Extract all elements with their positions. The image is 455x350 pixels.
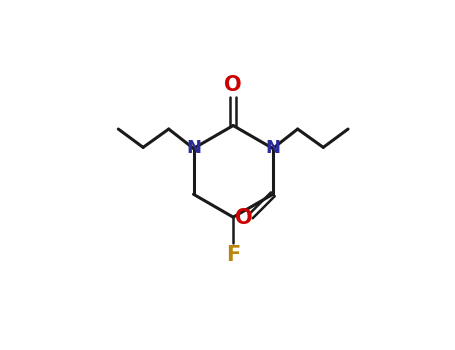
Text: N: N [265, 139, 280, 158]
Text: O: O [235, 208, 253, 228]
Text: F: F [226, 245, 240, 265]
Text: O: O [224, 75, 242, 95]
Text: N: N [186, 139, 201, 158]
